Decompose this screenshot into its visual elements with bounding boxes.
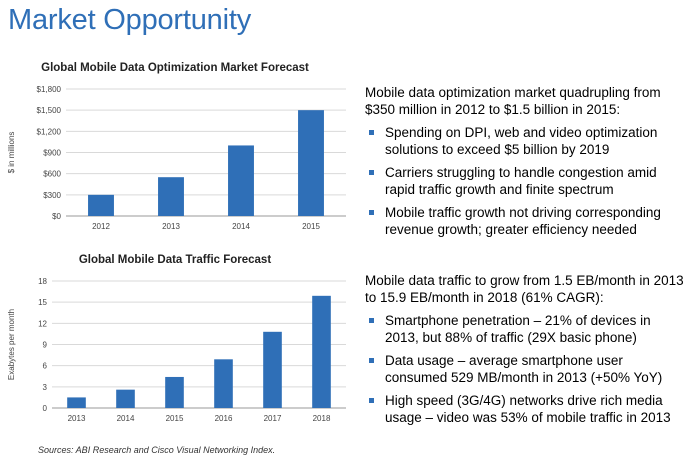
traffic-bullet-list: Smartphone penetration – 21% of devices … — [365, 312, 685, 426]
page-title: Market Opportunity — [8, 4, 251, 37]
bullet-text: Carriers struggling to handle congestion… — [385, 165, 657, 197]
bullet-text: Mobile traffic growth not driving corres… — [385, 205, 661, 237]
bar-2015 — [298, 110, 324, 216]
y-axis-label: $ in millions — [7, 132, 16, 174]
y-tick-label: $900 — [43, 149, 61, 158]
x-tick-label: 2016 — [215, 414, 233, 423]
bar-2014 — [228, 145, 254, 216]
bar-2016 — [214, 359, 233, 408]
square-bullet-icon — [369, 358, 374, 363]
y-tick-label: $1,500 — [37, 106, 62, 115]
y-axis-label: Exabytes per month — [7, 309, 16, 380]
y-tick-label: 15 — [38, 298, 47, 307]
bar-2013 — [67, 397, 86, 408]
list-item: Smartphone penetration – 21% of devices … — [365, 312, 685, 346]
x-tick-label: 2018 — [313, 414, 331, 423]
list-item: Carriers struggling to handle congestion… — [365, 164, 685, 198]
square-bullet-icon — [369, 210, 374, 215]
y-tick-label: $300 — [43, 191, 61, 200]
y-tick-label: 0 — [43, 404, 48, 413]
square-bullet-icon — [369, 398, 374, 403]
y-tick-label: $1,800 — [37, 85, 62, 94]
y-tick-label: $600 — [43, 170, 61, 179]
traffic-lead-text: Mobile data traffic to grow from 1.5 EB/… — [365, 272, 685, 306]
y-tick-label: $1,200 — [37, 127, 62, 136]
traffic-forecast-plot: 0 3 6 9 12 15 18 Exabytes per month 2013 2014 2015… — [0, 254, 350, 444]
list-item: Data usage – average smartphone user con… — [365, 352, 685, 386]
bar-2018 — [312, 296, 331, 408]
y-tick-label: 9 — [43, 341, 48, 350]
x-tick-label: 2014 — [232, 222, 250, 231]
bar-2013 — [158, 177, 184, 216]
y-tick-label: 18 — [38, 277, 47, 286]
market-forecast-chart: Global Mobile Data Optimization Market F… — [0, 62, 350, 240]
bullet-text: Smartphone penetration – 21% of devices … — [385, 313, 651, 345]
x-tick-label: 2017 — [264, 414, 282, 423]
x-tick-label: 2013 — [68, 414, 86, 423]
y-tick-label: 6 — [43, 362, 48, 371]
bar-2015 — [165, 377, 184, 408]
bullet-text: Data usage – average smartphone user con… — [385, 353, 662, 385]
x-tick-label: 2012 — [92, 222, 110, 231]
y-tick-label: $0 — [52, 212, 61, 221]
traffic-text-panel: Mobile data traffic to grow from 1.5 EB/… — [365, 272, 685, 432]
list-item: Mobile traffic growth not driving corres… — [365, 204, 685, 238]
y-tick-label: 12 — [38, 319, 47, 328]
list-item: High speed (3G/4G) networks drive rich m… — [365, 392, 685, 426]
bullet-text: Spending on DPI, web and video optimizat… — [385, 125, 657, 157]
market-text-panel: Mobile data optimization market quadrupl… — [365, 84, 685, 244]
bar-2017 — [263, 332, 282, 408]
square-bullet-icon — [369, 170, 374, 175]
bar-2014 — [116, 390, 135, 408]
bar-2012 — [88, 195, 114, 216]
x-tick-label: 2013 — [162, 222, 180, 231]
square-bullet-icon — [369, 318, 374, 323]
x-tick-label: 2015 — [166, 414, 184, 423]
market-forecast-plot: $0 $300 $600 $900 $1,200 $1,500 $1,800 $ in mil… — [0, 62, 350, 240]
square-bullet-icon — [369, 130, 374, 135]
list-item: Spending on DPI, web and video optimizat… — [365, 124, 685, 158]
x-tick-label: 2015 — [302, 222, 320, 231]
y-tick-label: 3 — [43, 383, 48, 392]
market-bullet-list: Spending on DPI, web and video optimizat… — [365, 124, 685, 238]
bullet-text: High speed (3G/4G) networks drive rich m… — [385, 393, 671, 425]
source-note: Sources: ABI Research and Cisco Visual N… — [38, 445, 275, 455]
market-lead-text: Mobile data optimization market quadrupl… — [365, 84, 685, 118]
x-tick-label: 2014 — [117, 414, 135, 423]
